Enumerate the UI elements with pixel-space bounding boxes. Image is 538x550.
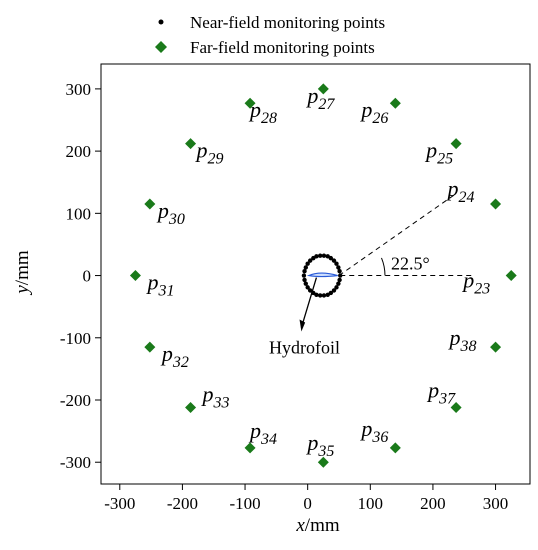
y-tick-label: 300	[66, 80, 92, 99]
near-field-point	[325, 254, 330, 259]
far-field-point	[450, 401, 462, 413]
near-field-point	[314, 292, 319, 298]
angle-arc	[381, 257, 386, 276]
point-label: p35	[305, 430, 334, 460]
point-label: p34	[248, 418, 277, 448]
plot-frame	[100, 63, 531, 485]
point-label: p25	[424, 138, 453, 168]
near-field-point	[302, 277, 307, 283]
near-field-point	[336, 265, 341, 270]
far-field-point	[129, 270, 141, 282]
far-field-point	[244, 97, 256, 109]
near-field-point	[307, 258, 313, 263]
y-tick-label: -300	[60, 453, 91, 472]
point-label: p33	[201, 381, 230, 411]
legend-label-near-field: Near-field monitoring points	[190, 13, 385, 32]
y-tick-label: -200	[60, 391, 91, 410]
near-field-point	[331, 258, 337, 263]
y-tick-label: 0	[83, 267, 92, 286]
point-label: p38	[448, 325, 477, 355]
far-field-point	[490, 341, 502, 353]
axes: -300 -200 -100 0 100 200 300 -300 -200 -100 0 100 20…	[60, 80, 508, 513]
y-axis-title-var: y	[12, 285, 33, 296]
y-tick-label: 200	[66, 142, 92, 161]
near-field-point	[321, 253, 327, 258]
far-field-point	[317, 83, 329, 95]
far-field-point	[450, 138, 462, 150]
y-axis-title: y/mm	[12, 250, 33, 295]
near-field-point	[337, 269, 342, 274]
data-layer: p23 p24 p25 p26 p27 p28 p29 p30 p31 p32 p33 p34 p35 p…	[129, 83, 517, 468]
near-field-point	[311, 255, 316, 261]
angle-label: 22.5°	[391, 254, 430, 274]
x-axis-title: x/mm	[295, 515, 339, 536]
near-field-point	[336, 281, 341, 286]
near-field-point	[334, 285, 339, 290]
near-field-point	[303, 265, 308, 270]
point-label: p27	[305, 83, 335, 113]
point-label: p26	[359, 97, 388, 127]
near-field-point	[303, 281, 308, 286]
near-field-point	[305, 285, 310, 290]
far-field-point	[389, 97, 401, 109]
y-tick-label: -100	[60, 329, 91, 348]
near-field-point	[337, 277, 342, 283]
near-field-point	[302, 269, 307, 274]
far-field-point	[389, 442, 401, 454]
hydrofoil-arrow	[300, 277, 318, 328]
near-field-point	[338, 273, 343, 278]
x-tick-label: -300	[104, 494, 135, 513]
near-field-point	[305, 261, 310, 266]
y-tick-label: 100	[66, 204, 92, 223]
near-field-point	[321, 293, 327, 298]
near-field-point	[317, 253, 323, 258]
point-label: p32	[160, 341, 189, 371]
point-label: p36	[359, 416, 388, 446]
near-field-point	[317, 293, 323, 298]
point-label: p30	[156, 198, 185, 228]
point-label: p37	[426, 377, 456, 407]
point-label: p28	[248, 97, 277, 127]
x-axis-title-unit: /mm	[305, 515, 340, 536]
near-field-point	[307, 288, 313, 293]
legend-marker-far-field	[155, 41, 167, 53]
hydrofoil-label: Hydrofoil	[269, 338, 340, 358]
legend: Near-field monitoring points Far-field m…	[155, 13, 385, 57]
angle-dashed-line	[338, 193, 456, 276]
x-tick-label: 0	[303, 494, 312, 513]
point-label: p31	[145, 270, 174, 300]
far-field-point	[317, 456, 329, 468]
x-axis-title-var: x	[295, 515, 305, 536]
point-label: p23	[461, 268, 490, 298]
near-field-point	[334, 261, 339, 266]
legend-label-far-field: Far-field monitoring points	[190, 38, 375, 57]
far-field-point	[144, 341, 156, 353]
hydrofoil-arrowhead	[299, 319, 306, 332]
x-tick-label: -200	[167, 494, 198, 513]
far-field-point	[490, 198, 502, 210]
point-label: p24	[446, 176, 475, 206]
far-field-point	[244, 442, 256, 454]
annotation-layer: 22.5° Hydrofoil	[269, 193, 472, 358]
y-axis-title-unit: /mm	[12, 250, 33, 285]
x-tick-label: 200	[420, 494, 446, 513]
x-tick-label: -100	[229, 494, 260, 513]
hydrofoil-shape	[306, 272, 338, 278]
far-field-point	[144, 198, 156, 210]
x-tick-label: 300	[483, 494, 509, 513]
near-field-point	[301, 273, 307, 278]
x-tick-label: 100	[358, 494, 384, 513]
point-label: p29	[195, 138, 224, 168]
far-field-point	[185, 138, 197, 150]
near-field-point	[331, 288, 337, 293]
legend-marker-near-field	[158, 19, 164, 25]
far-field-point	[185, 401, 197, 413]
near-field-point	[328, 290, 334, 296]
far-field-point	[505, 270, 517, 282]
